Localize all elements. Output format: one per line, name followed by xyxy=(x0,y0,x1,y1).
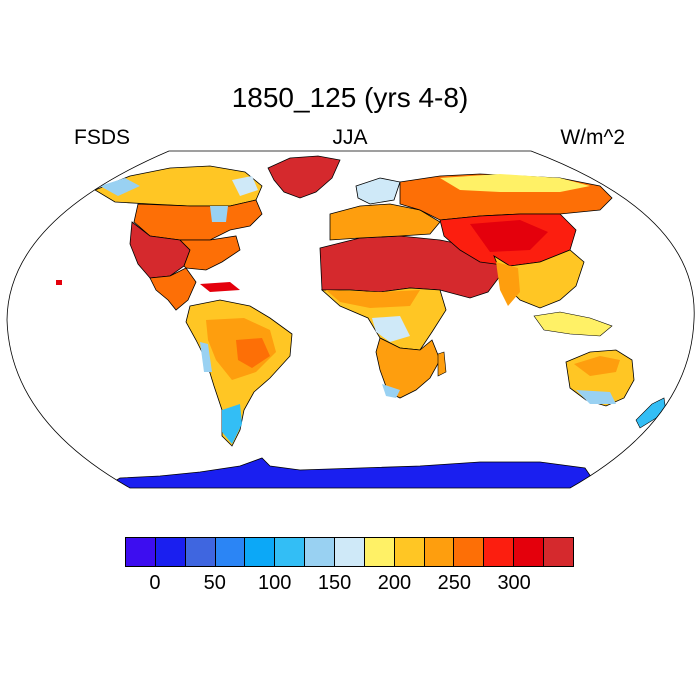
colorbar-box xyxy=(544,538,573,566)
variable-label: FSDS xyxy=(74,126,131,149)
australia-north-warm xyxy=(574,356,620,376)
colorbar-tick-label: 150 xyxy=(317,572,352,594)
plot-title: 1850_125 (yrs 4-8) xyxy=(231,82,469,113)
congo-cool xyxy=(372,316,410,342)
tibet-hot xyxy=(470,220,548,252)
colorbar-box xyxy=(454,538,485,566)
mexico-region xyxy=(149,267,197,311)
colorbar-box xyxy=(215,538,246,566)
colorbar-box xyxy=(305,538,336,566)
europe-region xyxy=(329,203,441,241)
colorbar-box xyxy=(185,538,216,566)
new-zealand xyxy=(635,397,667,429)
arctic-siberia xyxy=(440,174,590,192)
baffin-cool xyxy=(232,176,258,196)
colorbar-tick-label: 250 xyxy=(437,572,471,594)
southern-africa-region xyxy=(375,337,441,399)
sahel-warm xyxy=(326,290,420,308)
hudson-bay-cool xyxy=(210,206,228,222)
india-warm xyxy=(496,262,520,306)
brazil-hot xyxy=(236,338,270,368)
colorbar-box xyxy=(424,538,455,566)
globe-outline xyxy=(6,150,695,489)
australia-south-cool xyxy=(576,390,616,404)
patagonia-cool xyxy=(222,404,242,444)
colorbar-box xyxy=(514,538,545,566)
colorbar-ticks: 0 50 100 150 200 250 300 xyxy=(125,572,574,598)
madagascar xyxy=(437,351,447,377)
alaska-cool xyxy=(100,178,140,196)
units-label: W/m^2 xyxy=(560,126,625,149)
colorbar-box xyxy=(275,538,306,566)
canada-region xyxy=(133,199,263,241)
antarctica-region xyxy=(98,457,601,488)
arctic-north-america xyxy=(94,165,263,207)
indonesia-region xyxy=(533,311,613,337)
colorbar-box xyxy=(484,538,515,566)
usa-west-region xyxy=(129,221,191,279)
cape-cool xyxy=(382,384,400,398)
usa-east-region xyxy=(179,235,241,271)
caribbean xyxy=(200,282,240,292)
hawaii xyxy=(56,280,62,285)
colorbar-box xyxy=(155,538,186,566)
andes-cool xyxy=(200,342,212,372)
colorbar-box xyxy=(335,538,365,566)
colorbar-tick-label: 200 xyxy=(377,572,412,594)
colorbar-tick-label: 0 xyxy=(149,572,161,594)
colorbar-box xyxy=(126,538,156,566)
colorbar-tick-label: 50 xyxy=(203,572,226,594)
colorbar-box xyxy=(364,538,395,566)
scandinavia xyxy=(355,177,401,205)
land-regions xyxy=(56,155,667,488)
greenland-region xyxy=(267,155,341,199)
colorbar-tick-label: 300 xyxy=(497,572,531,594)
season-label: JJA xyxy=(332,126,368,149)
colorbar-box xyxy=(394,538,425,566)
colorbar-tick-label: 100 xyxy=(257,572,292,594)
colorbar-box xyxy=(245,538,276,566)
colorbar xyxy=(125,537,574,567)
